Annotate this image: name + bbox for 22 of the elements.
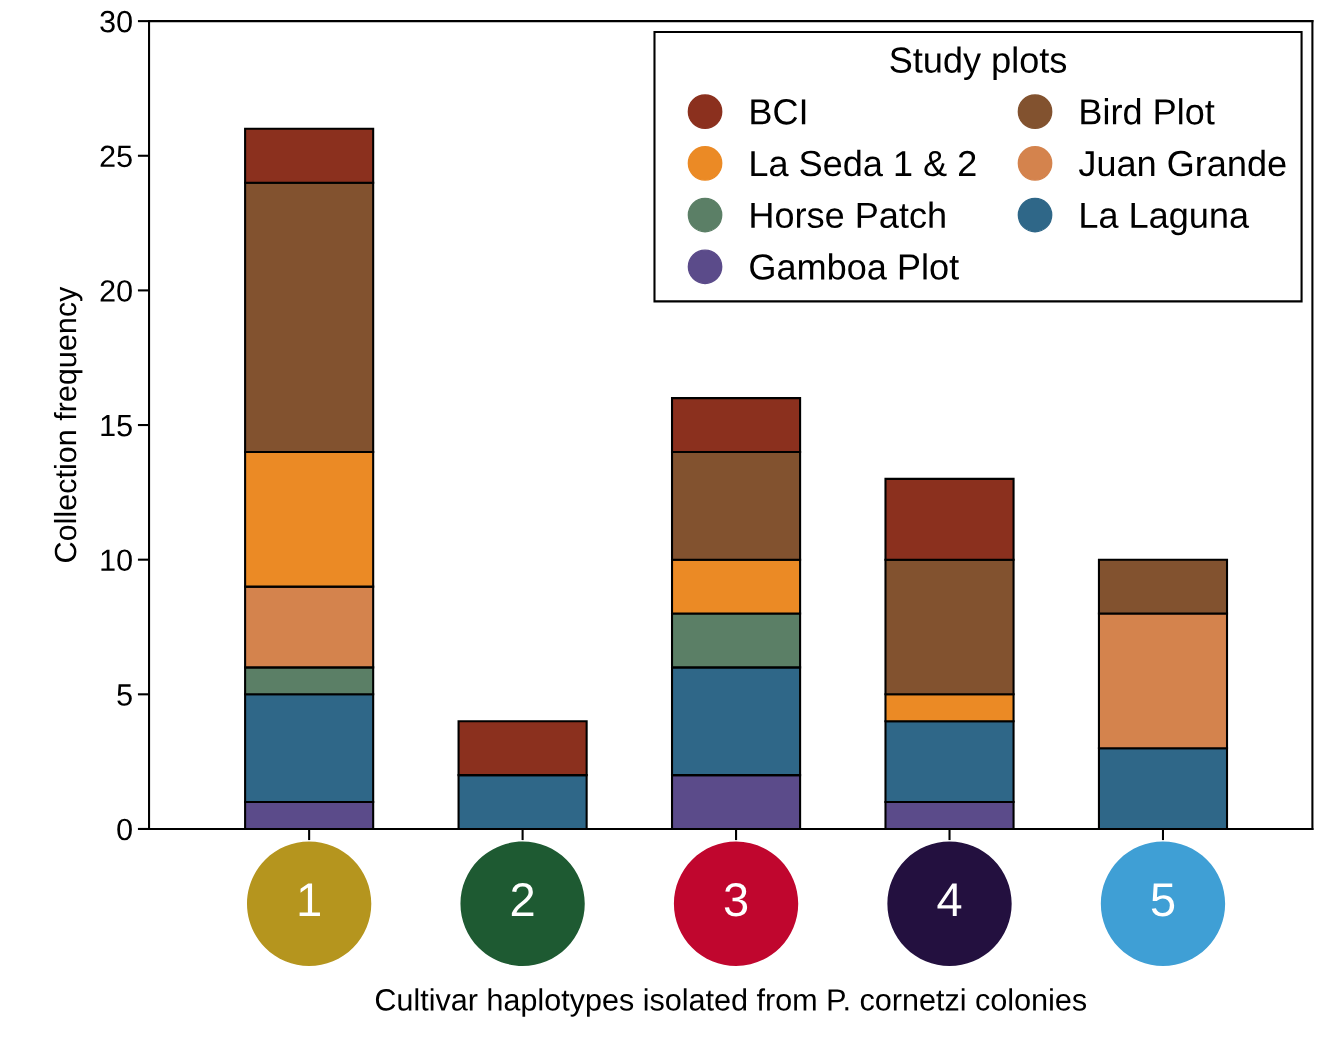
y-tick-label: 0 (117, 818, 132, 841)
y-tick-label: 20 (100, 280, 132, 302)
legend-label: Bird Plot (1081, 98, 1215, 125)
y-tick-label: 25 (100, 145, 132, 168)
x-tick-label: 1 (299, 883, 320, 916)
x-tick-label: 2 (511, 882, 534, 916)
y-tick-label: 15 (101, 415, 132, 437)
x-tick-label: 3 (724, 882, 748, 917)
legend-label: La Laguna (1081, 202, 1250, 236)
legend-label: La Seda 1 & 2 (751, 149, 976, 177)
legend-label: BCI (751, 99, 806, 125)
x-axis-title: Cultivar haplotypes isolated from P. cornetzi colonies (375, 988, 1087, 1017)
legend-label: Juan Grande (1078, 149, 1286, 177)
legend-label: Horse Patch (751, 201, 945, 229)
y-tick-label: 5 (117, 684, 132, 706)
y-tick-label: 30 (100, 10, 132, 33)
legend-label: Gamboa Plot (750, 253, 959, 280)
y-axis-title: Collection frequency (53, 286, 83, 562)
y-tick-label: 10 (101, 549, 132, 572)
x-tick-label: 5 (1151, 883, 1175, 917)
legend-title: Study plots (890, 46, 1067, 81)
x-tick-label: 4 (937, 883, 962, 916)
